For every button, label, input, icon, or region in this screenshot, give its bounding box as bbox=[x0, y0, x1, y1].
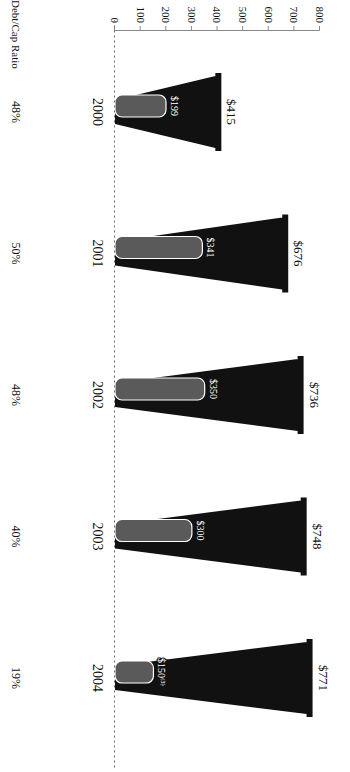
y-tick-label: 300 bbox=[186, 7, 198, 24]
y-tick-label: 700 bbox=[288, 7, 300, 24]
data-label: $300 bbox=[195, 521, 206, 541]
bar bbox=[115, 639, 313, 717]
y-tick-mark bbox=[242, 26, 243, 30]
y-tick-label: 800 bbox=[314, 7, 326, 24]
bar bbox=[115, 520, 192, 542]
ratio-label: 48% bbox=[9, 101, 23, 123]
y-tick: 300 bbox=[186, 7, 198, 31]
y-tick: 600 bbox=[263, 7, 275, 31]
y-tick-label: 100 bbox=[135, 7, 147, 24]
y-tick: 700 bbox=[288, 7, 300, 31]
data-label: $341 bbox=[205, 237, 216, 257]
x-tick: 2003 bbox=[90, 523, 115, 551]
chart-container: 0100200300400500600700800200020012002200… bbox=[0, 0, 350, 772]
ratio-label: 50% bbox=[9, 242, 23, 264]
y-tick-mark bbox=[319, 26, 320, 30]
ratio-label: 19% bbox=[9, 667, 23, 689]
data-label: $350 bbox=[208, 379, 219, 399]
bar bbox=[115, 356, 304, 434]
rotated-chart: 0100200300400500600700800200020012002200… bbox=[9, 0, 331, 771]
y-tick-label: 200 bbox=[160, 7, 172, 24]
y-tick: 200 bbox=[160, 7, 172, 31]
x-tick: 2000 bbox=[90, 98, 115, 126]
data-label: $150⁽³⁾ bbox=[156, 658, 167, 686]
x-tick: 2001 bbox=[90, 239, 115, 267]
bar bbox=[115, 214, 288, 292]
row-label: Debt/Cap Ratio bbox=[10, 0, 22, 69]
bar bbox=[115, 498, 307, 576]
data-label: $676 bbox=[291, 240, 306, 267]
data-label: $199 bbox=[169, 96, 180, 116]
x-tick: 2004 bbox=[90, 664, 115, 692]
y-tick-label: 400 bbox=[211, 7, 223, 24]
y-tick-mark bbox=[140, 26, 141, 30]
y-tick: 800 bbox=[314, 7, 326, 31]
y-tick: 0 bbox=[109, 18, 121, 31]
y-tick-mark bbox=[191, 26, 192, 30]
bar bbox=[115, 378, 205, 400]
y-tick-label: 500 bbox=[237, 7, 249, 24]
y-tick: 100 bbox=[135, 7, 147, 31]
data-label: $415 bbox=[224, 99, 239, 125]
bar bbox=[115, 236, 202, 258]
x-tick-label: 2003 bbox=[90, 523, 105, 551]
ratio-label: 40% bbox=[9, 526, 23, 548]
data-label: $771 bbox=[316, 665, 331, 691]
x-tick: 2002 bbox=[90, 381, 115, 409]
data-labels: $415 $676 $736 $748 $771 $199 $341 $350 $300 $150… bbox=[156, 96, 330, 691]
y-tick-label: 600 bbox=[263, 7, 275, 24]
y-axis: 0 100 200 300 400 500 600 700 800 bbox=[109, 7, 326, 31]
bar bbox=[115, 661, 153, 683]
x-axis-line bbox=[114, 21, 115, 771]
y-axis-line bbox=[115, 26, 320, 31]
y-tick-mark bbox=[293, 26, 294, 30]
x-axis: 2000 2001 2002 2003 2004 bbox=[90, 21, 115, 771]
y-tick: 400 bbox=[211, 7, 223, 31]
bars bbox=[115, 73, 313, 717]
data-label: $736 bbox=[307, 382, 322, 409]
x-tick-label: 2002 bbox=[90, 381, 105, 409]
ratio-label: 48% bbox=[9, 384, 23, 406]
y-tick: 500 bbox=[237, 7, 249, 31]
bar bbox=[115, 95, 166, 117]
chart-svg: 0100200300400500600700800200020012002200… bbox=[0, 0, 350, 772]
data-label: $748 bbox=[310, 524, 325, 550]
y-tick-mark bbox=[217, 26, 218, 30]
x-tick-label: 2000 bbox=[90, 98, 105, 126]
bar bbox=[115, 73, 221, 151]
x-tick-label: 2001 bbox=[90, 239, 105, 267]
x-tick-label: 2004 bbox=[90, 664, 105, 692]
y-tick-mark bbox=[165, 26, 166, 30]
debt-cap-row: Debt/Cap Ratio 48% 50% 48% 40% 19% bbox=[9, 0, 23, 689]
y-tick-mark bbox=[268, 26, 269, 30]
